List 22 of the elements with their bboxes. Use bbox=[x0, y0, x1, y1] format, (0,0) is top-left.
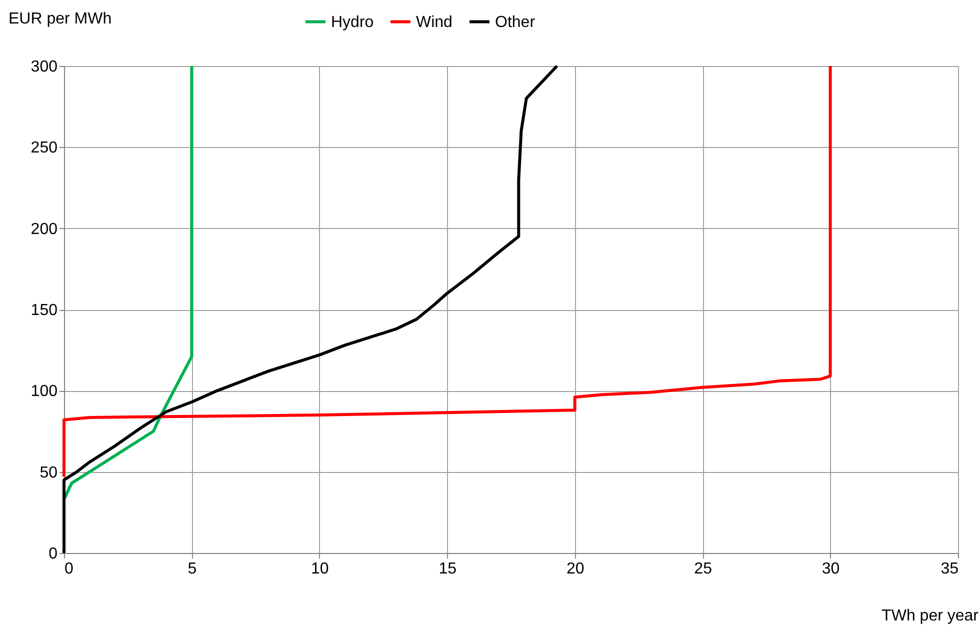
y-tick-label: 100 bbox=[30, 383, 58, 400]
y-tick-label: 200 bbox=[30, 220, 58, 238]
x-axis-title: TWh per year bbox=[882, 608, 980, 624]
x-tick-label: 5 bbox=[188, 560, 197, 578]
y-tick-label: 300 bbox=[30, 58, 58, 76]
x-tick-label: 15 bbox=[438, 560, 457, 578]
x-tick-label: 25 bbox=[694, 560, 712, 578]
y-tick-label: 0 bbox=[48, 546, 58, 562]
y-tick-label: 150 bbox=[30, 302, 58, 319]
x-tick-label: 0 bbox=[64, 560, 74, 578]
y-tick-label: 250 bbox=[30, 140, 58, 157]
x-tick-label: 10 bbox=[311, 560, 329, 578]
legend-label: Wind bbox=[416, 14, 452, 31]
line-series bbox=[62, 64, 832, 478]
x-tick-label: 20 bbox=[566, 560, 584, 578]
x-tick-label: 30 bbox=[822, 560, 840, 578]
y-axis-title: EUR per MWh bbox=[8, 10, 112, 28]
x-tick-label: 35 bbox=[940, 560, 959, 578]
y-tick-label: 50 bbox=[40, 464, 58, 482]
legend-label: Hydro bbox=[331, 14, 374, 31]
legend-label: Other bbox=[495, 14, 536, 31]
line-series bbox=[62, 64, 194, 501]
